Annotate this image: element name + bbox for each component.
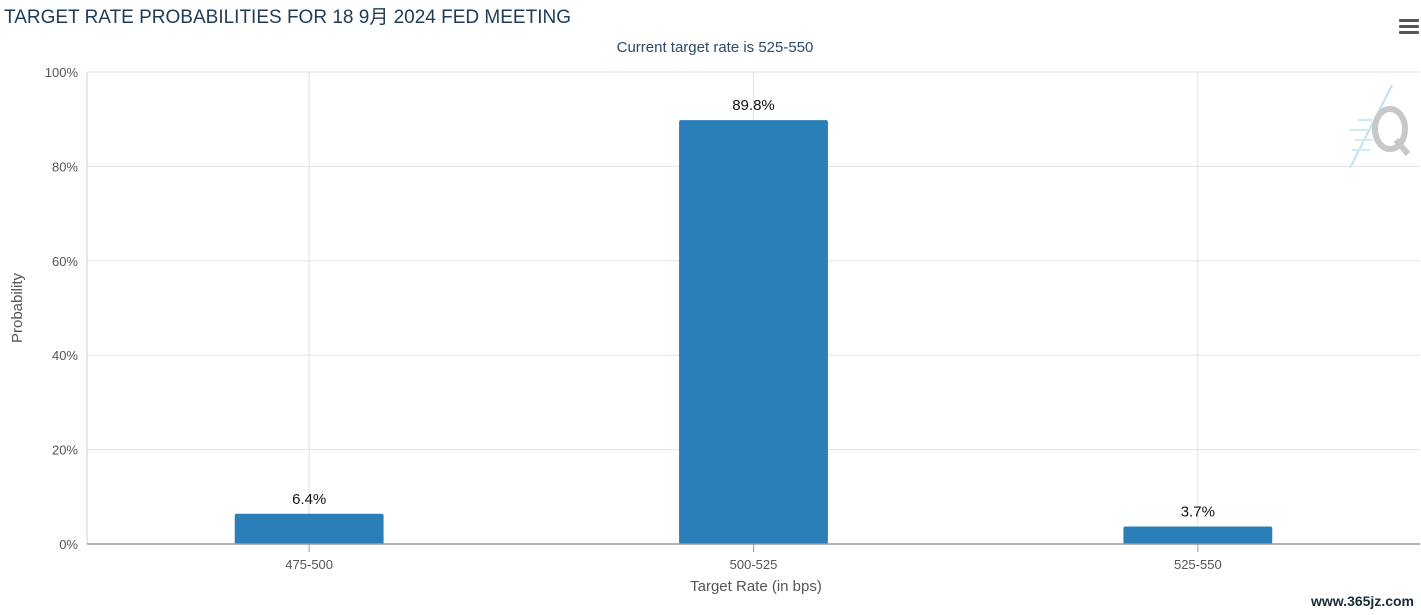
y-axis-title: Probability xyxy=(9,272,26,343)
bar-475-500[interactable] xyxy=(234,513,384,544)
bars: 6.4% 89.8% 3.7% xyxy=(234,97,1273,545)
bar-500-525[interactable] xyxy=(679,120,828,545)
bar-525-550[interactable] xyxy=(1123,526,1273,544)
quikstrike-q-logo-icon xyxy=(1349,84,1411,169)
y-tick-label: 40% xyxy=(52,348,78,363)
watermark-text: www.365jz.com xyxy=(1310,593,1414,609)
y-tick-label: 0% xyxy=(59,537,78,552)
bar-data-label: 3.7% xyxy=(1181,504,1215,521)
chart-title: TARGET RATE PROBABILITIES FOR 18 9月 2024… xyxy=(4,7,571,28)
bar-data-label: 6.4% xyxy=(292,491,326,508)
bar-data-label: 89.8% xyxy=(732,97,775,114)
y-tick-label: 20% xyxy=(52,443,78,458)
x-axis: 475-500 500-525 525-550 xyxy=(87,543,1420,572)
y-tick-label: 60% xyxy=(52,254,78,269)
y-axis: 0% 20% 40% 60% 80% 100% xyxy=(45,65,79,552)
y-tick-label: 100% xyxy=(45,65,79,80)
chart-subtitle: Current target rate is 525-550 xyxy=(617,39,814,56)
x-axis-title: Target Rate (in bps) xyxy=(690,578,822,595)
x-tick-label: 525-550 xyxy=(1174,557,1222,572)
x-tick-label: 475-500 xyxy=(285,557,333,572)
x-tick-label: 500-525 xyxy=(730,557,778,572)
y-tick-label: 80% xyxy=(52,159,78,174)
hamburger-menu-icon[interactable] xyxy=(1396,14,1420,38)
